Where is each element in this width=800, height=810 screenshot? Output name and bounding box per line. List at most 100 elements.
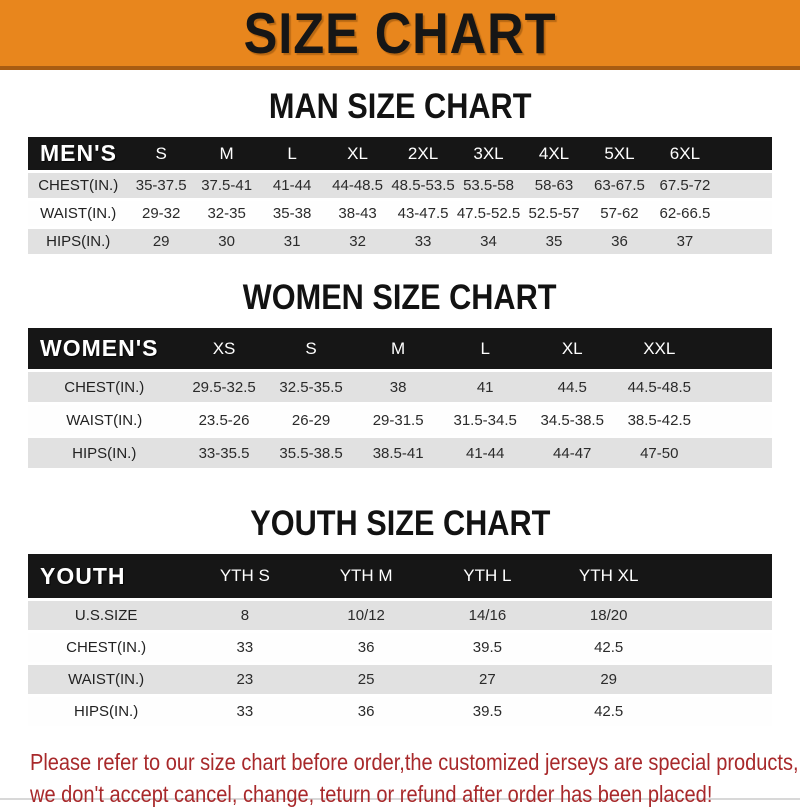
measurement-value: 33 bbox=[184, 633, 306, 662]
measurement-value: 33 bbox=[184, 697, 306, 726]
measurement-value: 25 bbox=[305, 665, 427, 694]
measurement-value: 38-43 bbox=[324, 201, 391, 226]
size-table-header-row: YOUTH YTH S YTH M YTH L YTH XL bbox=[28, 554, 772, 598]
measurement-value: 29.5-32.5 bbox=[180, 372, 268, 402]
row-spacer bbox=[717, 173, 772, 198]
measurement-value: 47.5-52.5 bbox=[455, 201, 522, 226]
measurement-value: 43-47.5 bbox=[390, 201, 456, 226]
measurement-value: 32 bbox=[324, 229, 391, 254]
women-size-section: WOMEN SIZE CHART WOMEN'S XS S M L XL XXL CHEST(… bbox=[0, 276, 800, 471]
measurement-label: HIPS(IN.) bbox=[28, 229, 129, 254]
row-spacer bbox=[669, 601, 772, 630]
footer-line-1: Please refer to our size chart before or… bbox=[30, 749, 799, 775]
size-column-header: L bbox=[259, 137, 325, 170]
measurement-value: 23.5-26 bbox=[180, 405, 268, 435]
measurement-value: 29-31.5 bbox=[354, 405, 442, 435]
measurement-row: U.S.SIZE 8 10/12 14/16 18/20 bbox=[28, 601, 772, 630]
measurement-value: 52.5-57 bbox=[521, 201, 587, 226]
table-group-label: MEN'S bbox=[28, 137, 129, 170]
measurement-value: 31.5-34.5 bbox=[441, 405, 529, 435]
size-column-header: 5XL bbox=[586, 137, 653, 170]
measurement-row: HIPS(IN.) 29 30 31 32 33 34 35 36 37 bbox=[28, 229, 772, 254]
measurement-label: WAIST(IN.) bbox=[28, 405, 181, 435]
size-column-header: 2XL bbox=[390, 137, 456, 170]
size-column-header: YTH XL bbox=[548, 554, 670, 598]
row-spacer bbox=[669, 697, 772, 726]
measurement-value: 38.5-41 bbox=[354, 438, 442, 468]
row-spacer bbox=[717, 201, 772, 226]
measurement-value: 62-66.5 bbox=[652, 201, 718, 226]
measurement-value: 31 bbox=[259, 229, 325, 254]
table-group-label: YOUTH bbox=[28, 554, 185, 598]
size-column-header: L bbox=[441, 328, 529, 369]
measurement-label: WAIST(IN.) bbox=[28, 201, 129, 226]
measurement-value: 67.5-72 bbox=[652, 173, 718, 198]
man-size-section: MAN SIZE CHART MEN'S S M L XL 2XL 3XL 4XL 5XL 6XL… bbox=[0, 85, 800, 257]
size-column-header: S bbox=[128, 137, 194, 170]
womens-size-table: WOMEN'S XS S M L XL XXL CHEST(IN.) 29.5-32.5 32.5… bbox=[28, 325, 772, 471]
measurement-value: 29-32 bbox=[128, 201, 194, 226]
measurement-value: 8 bbox=[184, 601, 306, 630]
measurement-row: CHEST(IN.) 35-37.5 37.5-41 41-44 44-48.5 48.5… bbox=[28, 173, 772, 198]
measurement-value: 34 bbox=[455, 229, 522, 254]
row-spacer bbox=[669, 633, 772, 662]
size-column-header: YTH L bbox=[426, 554, 549, 598]
measurement-value: 57-62 bbox=[586, 201, 653, 226]
women-section-heading: WOMEN SIZE CHART bbox=[243, 276, 557, 317]
size-column-header: XS bbox=[180, 328, 268, 369]
measurement-value: 36 bbox=[586, 229, 653, 254]
measurement-value: 44.5 bbox=[528, 372, 616, 402]
size-table-header-row: WOMEN'S XS S M L XL XXL bbox=[28, 328, 772, 369]
size-column-header: 3XL bbox=[455, 137, 522, 170]
measurement-value: 34.5-38.5 bbox=[528, 405, 616, 435]
measurement-value: 35 bbox=[521, 229, 587, 254]
measurement-value: 44.5-48.5 bbox=[615, 372, 703, 402]
header-spacer bbox=[669, 554, 772, 598]
measurement-value: 37.5-41 bbox=[193, 173, 260, 198]
measurement-value: 48.5-53.5 bbox=[390, 173, 456, 198]
header-spacer bbox=[702, 328, 772, 369]
measurement-value: 42.5 bbox=[548, 697, 670, 726]
measurement-value: 39.5 bbox=[426, 697, 549, 726]
measurement-value: 36 bbox=[305, 633, 427, 662]
measurement-row: CHEST(IN.) 29.5-32.5 32.5-35.5 38 41 44.5 44.5… bbox=[28, 372, 772, 402]
youth-size-section: YOUTH SIZE CHART YOUTH YTH S YTH M YTH L YTH… bbox=[0, 502, 800, 729]
row-spacer bbox=[702, 438, 772, 468]
size-column-header: YTH S bbox=[184, 554, 306, 598]
measurement-value: 53.5-58 bbox=[455, 173, 522, 198]
size-column-header: YTH M bbox=[305, 554, 427, 598]
measurement-value: 29 bbox=[128, 229, 194, 254]
size-column-header: M bbox=[354, 328, 442, 369]
row-spacer bbox=[669, 665, 772, 694]
youth-size-table: YOUTH YTH S YTH M YTH L YTH XL U.S.SIZE 8 10/12… bbox=[28, 551, 772, 729]
banner-title: SIZE CHART bbox=[243, 0, 557, 66]
measurement-label: CHEST(IN.) bbox=[28, 372, 181, 402]
measurement-label: CHEST(IN.) bbox=[28, 633, 185, 662]
youth-section-heading: YOUTH SIZE CHART bbox=[249, 502, 551, 543]
measurement-label: CHEST(IN.) bbox=[28, 173, 129, 198]
measurement-value: 47-50 bbox=[615, 438, 703, 468]
measurement-label: HIPS(IN.) bbox=[28, 438, 181, 468]
measurement-value: 41-44 bbox=[441, 438, 529, 468]
size-table-header-row: MEN'S S M L XL 2XL 3XL 4XL 5XL 6XL bbox=[28, 137, 772, 170]
measurement-value: 37 bbox=[652, 229, 718, 254]
mens-size-table: MEN'S S M L XL 2XL 3XL 4XL 5XL 6XL CHEST(IN.) 35-37… bbox=[28, 134, 772, 257]
table-group-label: WOMEN'S bbox=[28, 328, 181, 369]
size-column-header: S bbox=[267, 328, 355, 369]
size-chart-banner: SIZE CHART bbox=[0, 0, 800, 70]
measurement-value: 38.5-42.5 bbox=[615, 405, 703, 435]
measurement-row: HIPS(IN.) 33 36 39.5 42.5 bbox=[28, 697, 772, 726]
measurement-value: 33 bbox=[390, 229, 456, 254]
measurement-value: 30 bbox=[193, 229, 260, 254]
size-column-header: XL bbox=[324, 137, 391, 170]
measurement-row: WAIST(IN.) 23.5-26 26-29 29-31.5 31.5-34.5 34… bbox=[28, 405, 772, 435]
row-spacer bbox=[717, 229, 772, 254]
size-column-header: 4XL bbox=[521, 137, 587, 170]
size-column-header: M bbox=[193, 137, 260, 170]
measurement-value: 36 bbox=[305, 697, 427, 726]
measurement-value: 29 bbox=[548, 665, 670, 694]
measurement-row: WAIST(IN.) 23 25 27 29 bbox=[28, 665, 772, 694]
measurement-value: 58-63 bbox=[521, 173, 587, 198]
size-column-header: 6XL bbox=[652, 137, 718, 170]
row-spacer bbox=[702, 372, 772, 402]
